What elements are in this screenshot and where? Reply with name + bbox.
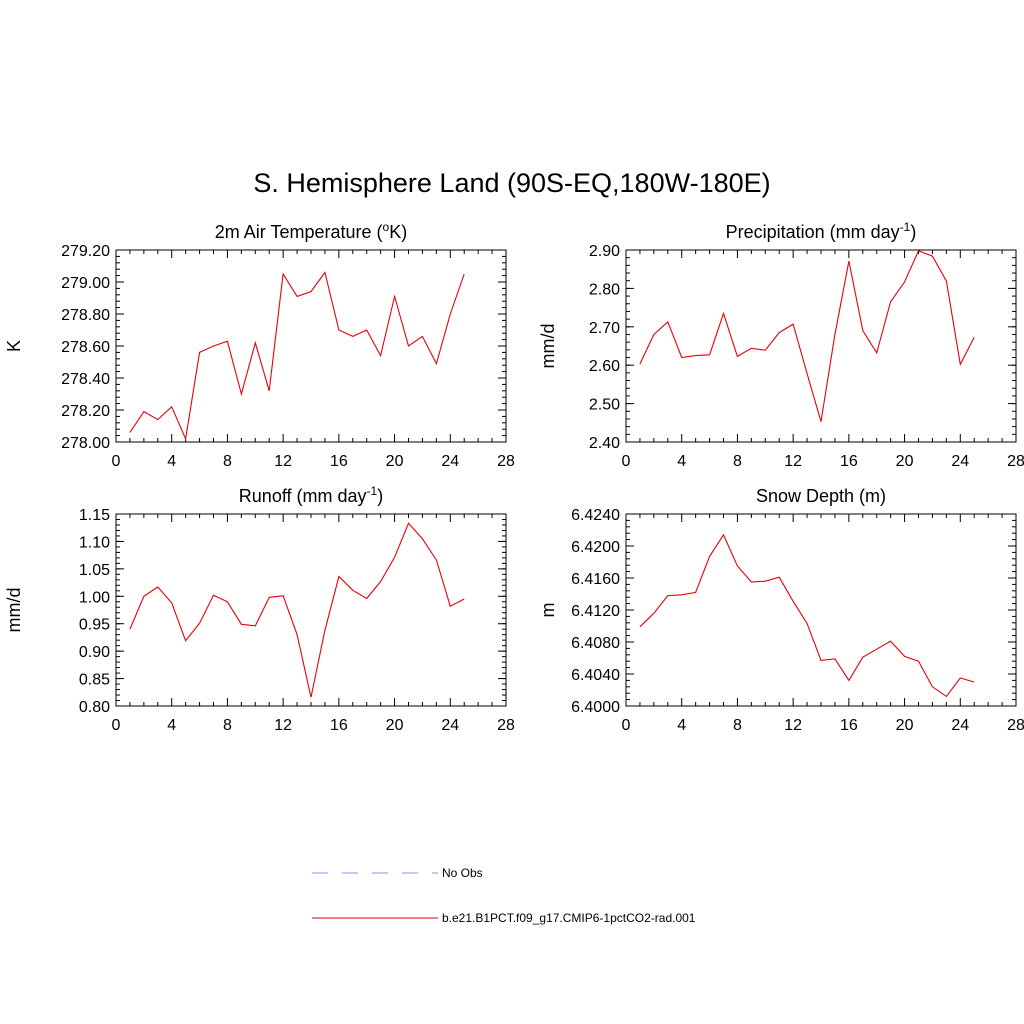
- y-axis-label: mm/d: [538, 324, 558, 369]
- x-tick-label: 4: [167, 717, 176, 734]
- y-axis-label: K: [4, 340, 24, 352]
- y-tick-label: 2.70: [589, 320, 620, 337]
- x-tick-label: 28: [1007, 717, 1024, 734]
- x-tick-label: 20: [386, 717, 404, 734]
- y-tick-label: 2.60: [589, 358, 620, 375]
- y-tick-label: 278.60: [61, 339, 110, 356]
- x-tick-label: 4: [677, 453, 686, 470]
- legend-item-model-run: b.e21.B1PCT.f09_g17.CMIP6-1pctCO2-rad.00…: [312, 911, 696, 925]
- chart-panel-2: 0 4 8 12 16 20 24 28 2.40 2.50 2.60 2.70 2.80 2.90 mm/…: [538, 220, 1024, 470]
- x-tick-label: 28: [1007, 453, 1024, 470]
- x-tick-label: 8: [223, 717, 232, 734]
- x-tick-label: 20: [896, 453, 914, 470]
- y-tick-label: 6.4000: [571, 699, 620, 716]
- x-tick-label: 28: [497, 717, 515, 734]
- y-tick-label: 1.00: [79, 589, 110, 606]
- y-tick-label: 2.40: [589, 435, 620, 452]
- y-tick-label: 278.00: [61, 435, 110, 452]
- x-tick-label: 12: [784, 453, 802, 470]
- legend-label-model-run: b.e21.B1PCT.f09_g17.CMIP6-1pctCO2-rad.00…: [442, 911, 696, 925]
- y-tick-label: 6.4080: [571, 635, 620, 652]
- y-tick-label: 278.20: [61, 403, 110, 420]
- y-tick-label: 0.85: [79, 672, 110, 689]
- figure-title: S. Hemisphere Land (90S-EQ,180W-180E): [253, 168, 771, 198]
- x-tick-label: 12: [274, 717, 292, 734]
- x-tick-label: 16: [330, 717, 348, 734]
- x-tick-label: 24: [441, 717, 459, 734]
- x-tick-label: 16: [330, 453, 348, 470]
- panel-title: Precipitation (mm day-1): [726, 220, 917, 242]
- y-tick-label: 279.20: [61, 243, 110, 260]
- x-tick-label: 4: [167, 453, 176, 470]
- legend-label-no-obs: No Obs: [442, 866, 483, 880]
- x-tick-label: 24: [951, 717, 969, 734]
- x-tick-label: 20: [386, 453, 404, 470]
- x-tick-label: 16: [840, 453, 858, 470]
- x-tick-label: 24: [441, 453, 459, 470]
- y-tick-label: 0.90: [79, 644, 110, 661]
- y-tick-label: 1.05: [79, 562, 110, 579]
- x-tick-label: 8: [733, 453, 742, 470]
- y-tick-label: 1.15: [79, 507, 110, 524]
- x-tick-label: 0: [622, 717, 631, 734]
- x-tick-label: 16: [840, 717, 858, 734]
- y-tick-label: 2.90: [589, 243, 620, 260]
- x-tick-label: 12: [274, 453, 292, 470]
- x-tick-label: 12: [784, 717, 802, 734]
- x-tick-label: 8: [733, 717, 742, 734]
- x-tick-label: 4: [677, 717, 686, 734]
- x-tick-label: 0: [622, 453, 631, 470]
- chart-panel-4: 0 4 8 12 16 20 24 28 6.4000 6.4040 6.4080 6.4120 6.4…: [538, 486, 1024, 734]
- y-tick-label: 1.10: [79, 534, 110, 551]
- y-tick-label: 6.4240: [571, 507, 620, 524]
- series-line: [639, 533, 975, 698]
- y-tick-label: 6.4160: [571, 571, 620, 588]
- y-tick-label: 2.50: [589, 397, 620, 414]
- y-tick-label: 2.80: [589, 281, 620, 298]
- y-tick-label: 6.4040: [571, 667, 620, 684]
- panel-title: 2m Air Temperature (oK): [215, 220, 407, 242]
- series-line: [129, 271, 465, 441]
- chart-panel-3: 0 4 8 12 16 20 24 28 0.80 0.85 0.90 0.95 1.00 1.05 1.1…: [4, 484, 515, 734]
- y-tick-label: 0.95: [79, 617, 110, 634]
- panel-title: Snow Depth (m): [756, 486, 886, 506]
- x-tick-label: 20: [896, 717, 914, 734]
- y-axis-label: mm/d: [4, 588, 24, 633]
- y-tick-label: 0.80: [79, 699, 110, 716]
- y-axis-label: m: [538, 603, 558, 618]
- y-tick-label: 6.4120: [571, 603, 620, 620]
- y-tick-label: 278.80: [61, 307, 110, 324]
- x-tick-label: 0: [112, 453, 121, 470]
- x-tick-label: 28: [497, 453, 515, 470]
- panel-title: Runoff (mm day-1): [239, 484, 383, 506]
- legend-item-no-obs: No Obs: [312, 866, 483, 880]
- chart-panel-1: 0 4 8 12 16 20 24 28 278.00 278.20 278.40 278.60 278…: [4, 220, 515, 470]
- series-line: [129, 522, 465, 698]
- x-tick-label: 0: [112, 717, 121, 734]
- y-tick-label: 6.4200: [571, 539, 620, 556]
- x-tick-label: 8: [223, 453, 232, 470]
- x-tick-label: 24: [951, 453, 969, 470]
- series-line: [639, 250, 975, 422]
- y-tick-label: 278.40: [61, 371, 110, 388]
- y-tick-label: 279.00: [61, 275, 110, 292]
